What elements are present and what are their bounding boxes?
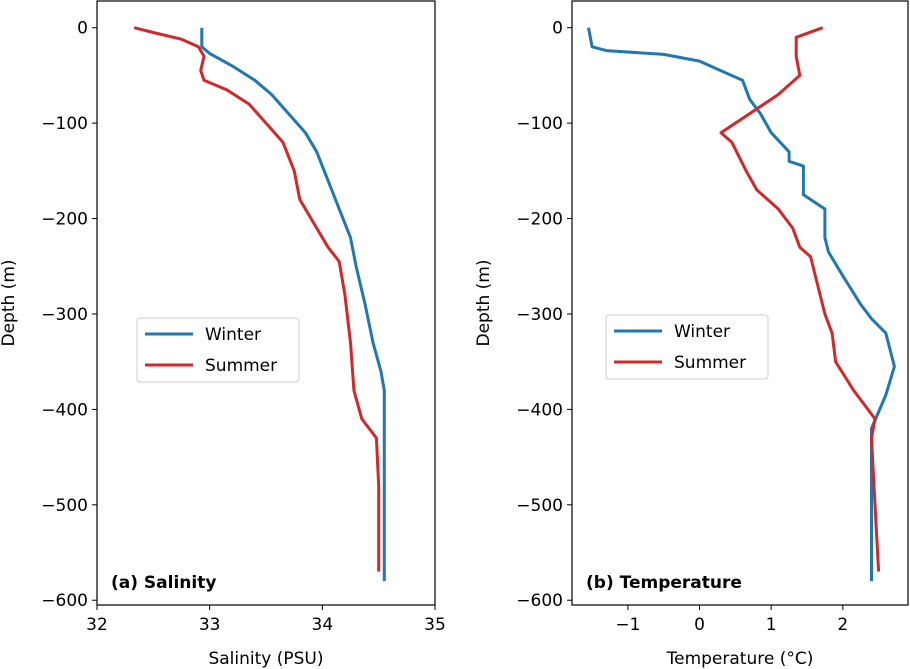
x-tick-label: 1 bbox=[766, 615, 777, 635]
series-line-summer bbox=[719, 26, 881, 572]
y-tick-label: −100 bbox=[41, 114, 88, 134]
legend-label: Winter bbox=[674, 322, 730, 342]
legend-label: Summer bbox=[205, 356, 277, 376]
panel-salinity: 32 33 34 35 0 −100 −200 −300 −400 −500 −600 Salinit… bbox=[0, 0, 446, 669]
y-tick-label: −300 bbox=[516, 305, 563, 325]
legend-label: Summer bbox=[674, 353, 746, 373]
x-tick-label: 35 bbox=[424, 615, 446, 635]
y-tick-label: −100 bbox=[516, 114, 563, 134]
axes-frame bbox=[96, 0, 436, 606]
x-tick-label: 33 bbox=[199, 615, 221, 635]
x-tick-label: 0 bbox=[694, 615, 705, 635]
x-tick-label: 32 bbox=[86, 615, 108, 635]
y-axis-label: Depth (m) bbox=[474, 259, 494, 346]
y-tick-label: −600 bbox=[516, 591, 563, 611]
series-line-summer bbox=[133, 26, 381, 572]
y-tick-label: −400 bbox=[41, 400, 88, 420]
x-tick-label: 34 bbox=[312, 615, 334, 635]
x-axis-label: Salinity (PSU) bbox=[208, 649, 323, 669]
x-tick-label: 2 bbox=[837, 615, 848, 635]
y-tick-label: −200 bbox=[516, 210, 563, 230]
x-axis-label: Temperature (°C) bbox=[666, 649, 814, 669]
y-tick-label: −600 bbox=[41, 591, 88, 611]
legend: Winter Summer bbox=[605, 314, 769, 380]
y-tick-label: −400 bbox=[516, 400, 563, 420]
panel-temperature: −1 0 1 2 0 −100 −200 −300 −400 −500 −600 Temperatur… bbox=[474, 0, 909, 669]
series-line-winter bbox=[587, 27, 896, 582]
panel-label: (a) Salinity bbox=[111, 573, 216, 593]
y-tick-label: 0 bbox=[77, 19, 88, 39]
panel-label: (b) Temperature bbox=[586, 573, 742, 593]
series-line-winter bbox=[200, 27, 386, 582]
x-tick-label: −1 bbox=[615, 615, 640, 635]
y-tick-label: −200 bbox=[41, 210, 88, 230]
y-tick-label: −500 bbox=[41, 496, 88, 516]
y-tick-label: −500 bbox=[516, 496, 563, 516]
legend: Winter Summer bbox=[136, 317, 300, 383]
y-tick-label: 0 bbox=[552, 19, 563, 39]
y-axis-label: Depth (m) bbox=[0, 259, 19, 346]
legend-label: Winter bbox=[205, 325, 261, 345]
y-tick-label: −300 bbox=[41, 305, 88, 325]
axes-frame bbox=[571, 0, 909, 606]
